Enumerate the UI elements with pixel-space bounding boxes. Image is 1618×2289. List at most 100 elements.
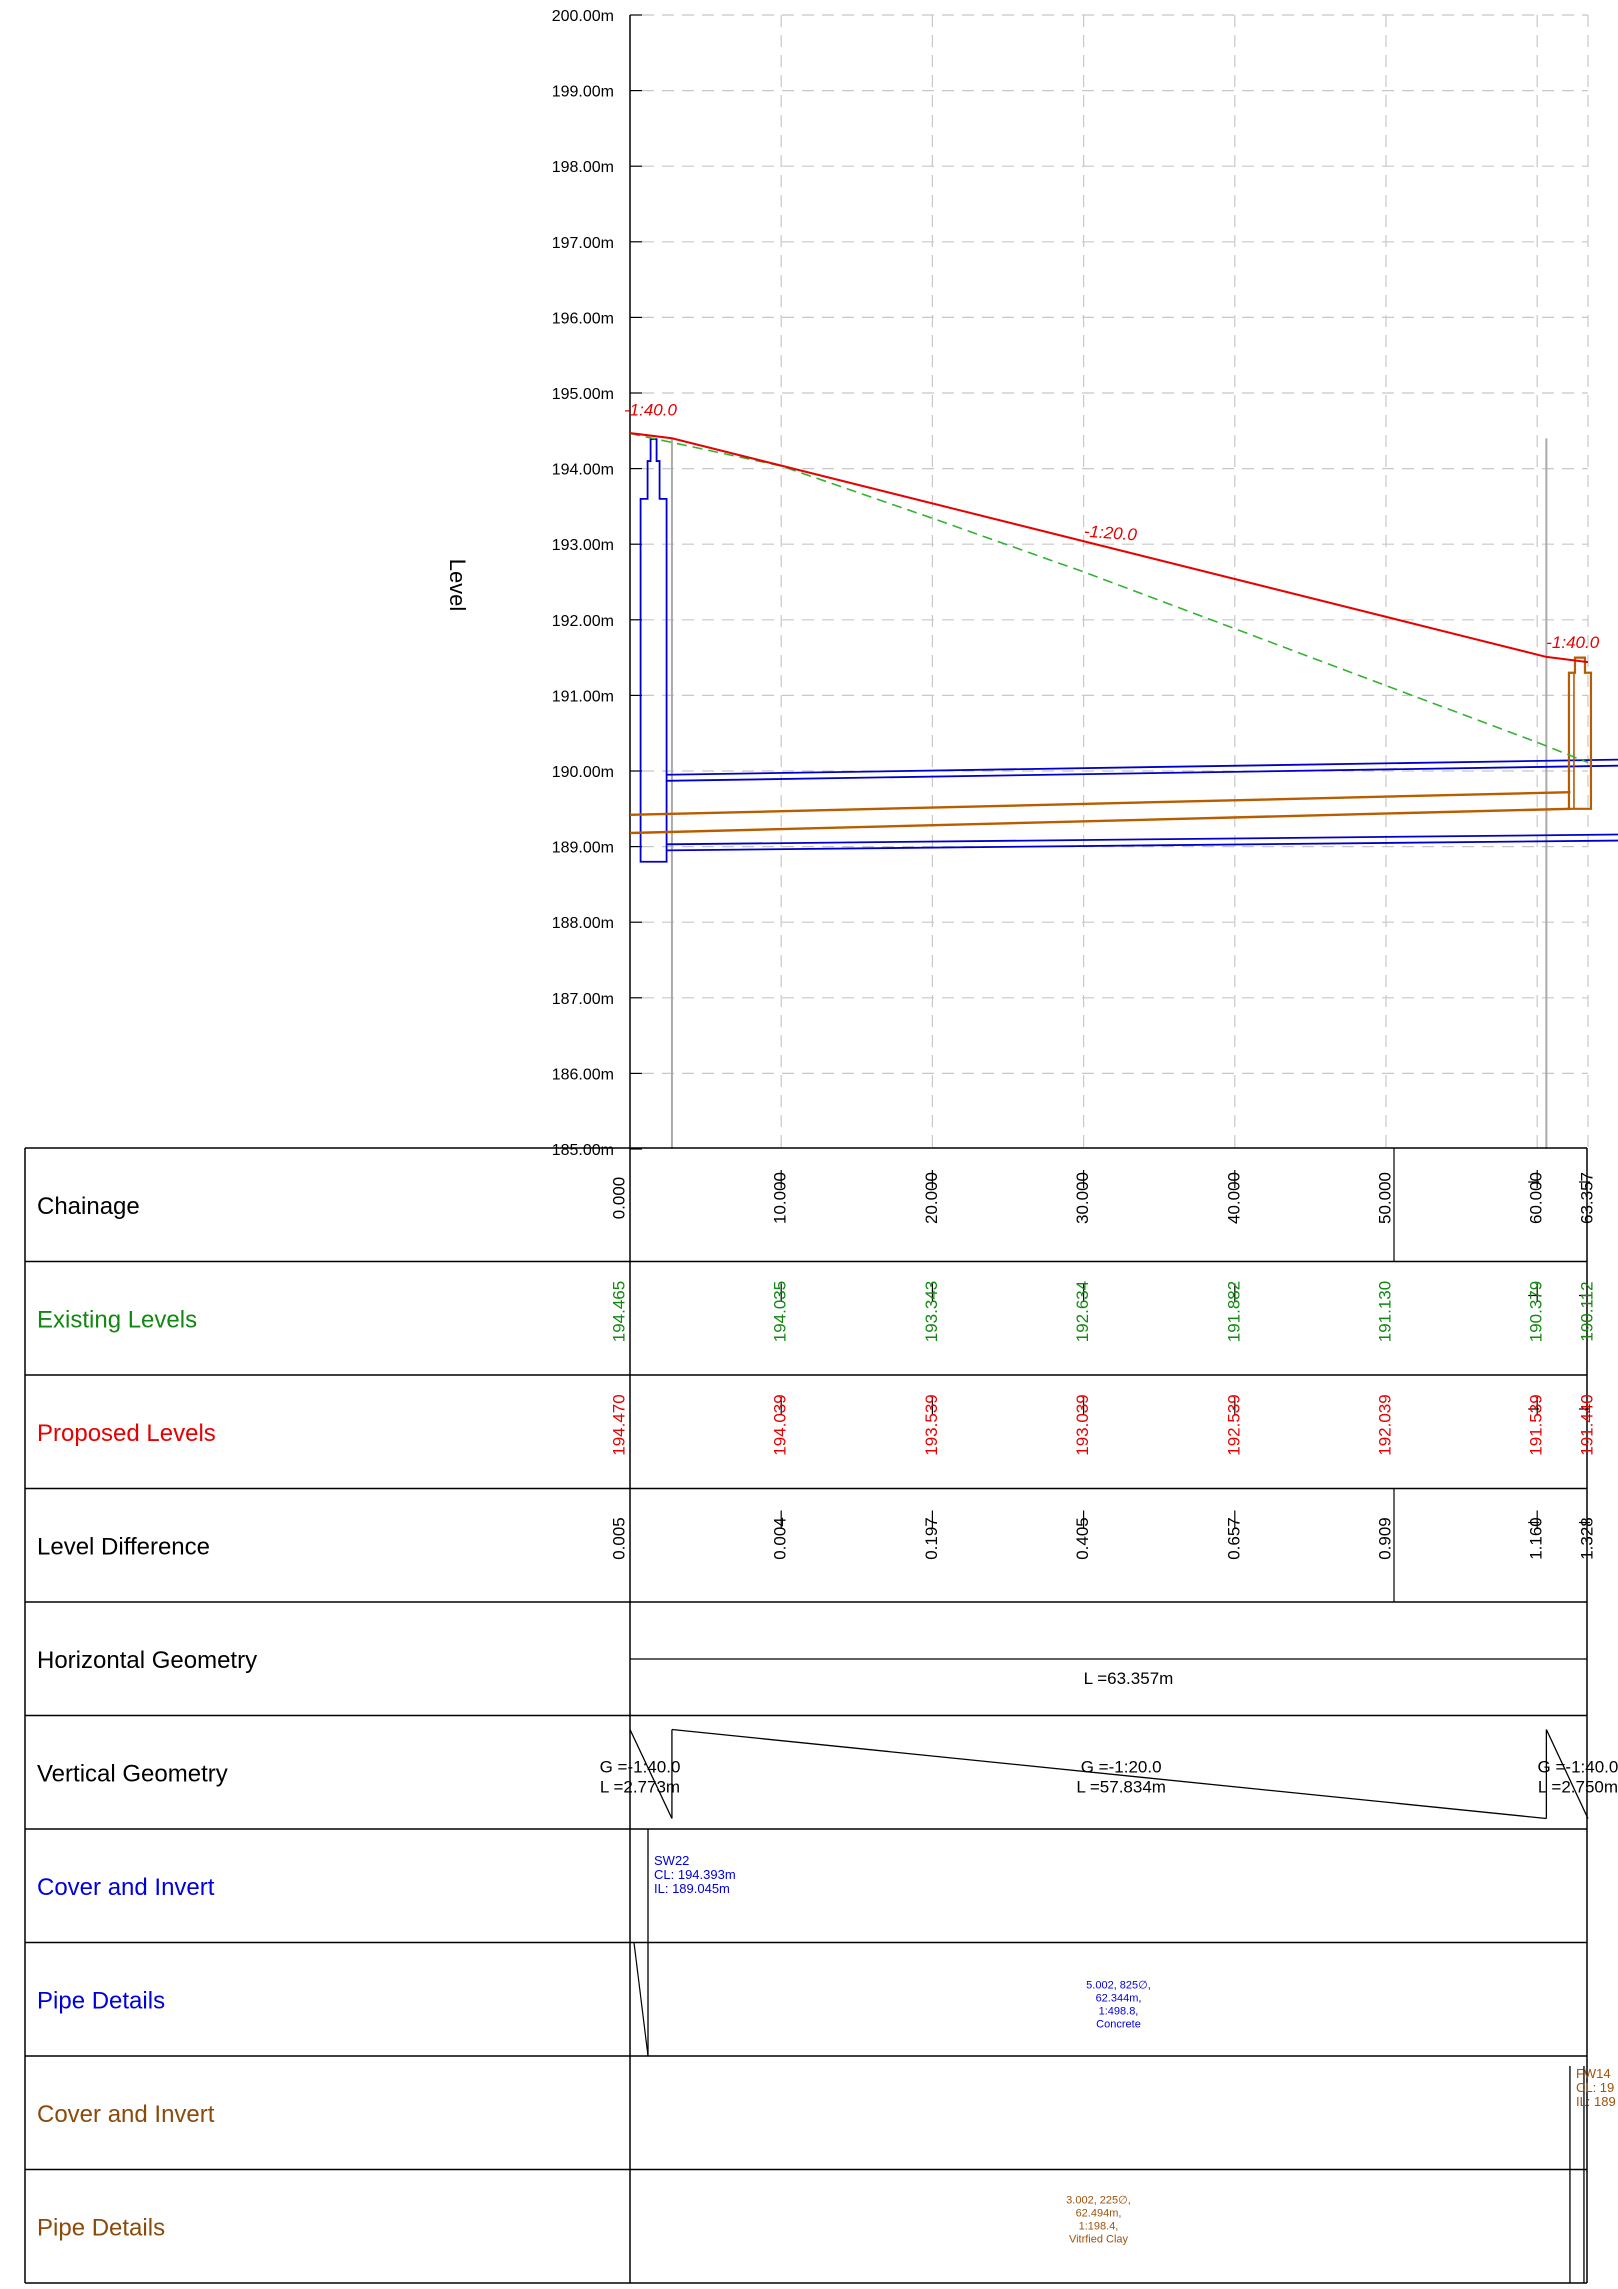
band-value: 0.657 (1224, 1517, 1243, 1560)
band-value: 1.160 (1527, 1517, 1546, 1560)
band-label: Pipe Details (37, 1987, 165, 2014)
vertical-geometry-grade: G =-1:40.0 (1538, 1758, 1618, 1777)
band-label: Chainage (37, 1193, 140, 1220)
band-value: 1.328 (1577, 1517, 1596, 1560)
profile-grid (642, 14, 1589, 1149)
level-tick-label: 185.00m (552, 1142, 614, 1159)
band-value: 0.004 (771, 1517, 790, 1560)
drainage-network (629, 438, 1618, 863)
level-tick-label: 195.00m (552, 386, 614, 403)
band-value: 0.197 (922, 1517, 941, 1560)
band-label: Horizontal Geometry (37, 1647, 257, 1674)
band-label: Pipe Details (37, 2214, 165, 2241)
level-tick-label: 194.00m (552, 462, 614, 479)
band-value: 193.039 (1073, 1394, 1092, 1455)
blue-pipe-wall (666, 764, 1618, 782)
band-value: 0.405 (1073, 1517, 1092, 1560)
level-tick-label: 187.00m (552, 991, 614, 1008)
level-tick-label: 188.00m (552, 915, 614, 932)
cover-invert-text-blue: IL: 189.045m (654, 1881, 730, 1896)
band-value: 194.470 (609, 1394, 628, 1455)
band-value: 192.039 (1375, 1394, 1394, 1455)
band-value: 30.000 (1073, 1172, 1092, 1224)
band-value: 193.539 (922, 1394, 941, 1455)
manhole-fw14-outline (1567, 656, 1593, 810)
grade-label-start: -1:40.0 (624, 401, 677, 420)
band-value: 190.379 (1527, 1281, 1546, 1342)
band-value: 20.000 (922, 1172, 941, 1224)
brown-pipe-wall (629, 790, 1571, 817)
horizontal-geometry-length: L =63.357m (1084, 1669, 1174, 1688)
band-label: Vertical Geometry (37, 1760, 228, 1787)
band-value: 50.000 (1375, 1172, 1394, 1224)
band-value: 194.465 (609, 1281, 628, 1342)
level-tick-label: 198.00m (552, 159, 614, 176)
vertical-geometry-element (671, 1728, 1547, 1820)
level-tick-label: 197.00m (552, 235, 614, 252)
band-value: 60.000 (1527, 1172, 1546, 1224)
band-value: 0.005 (609, 1517, 628, 1560)
band-value: 192.539 (1224, 1394, 1243, 1455)
level-axis-title: Level (445, 559, 470, 612)
pipe-start-marker (633, 1942, 649, 2057)
cover-invert-text-blue: CL: 194.393m (654, 1867, 736, 1882)
vertical-geometry-grade: G =-1:20.0 (1081, 1758, 1162, 1777)
proposed-design-line (629, 432, 1589, 664)
vertical-geometry-length: L =2.750m (1538, 1778, 1618, 1797)
data-bands: Chainage 0.000 10.000 20.000 30.000 40.000 50.… (24, 1147, 1618, 2284)
pipe-details-text-blue: 62.344m, (1096, 1993, 1142, 2005)
pipe-details-text-blue: 1:498.8, (1099, 2006, 1139, 2018)
band-value: 0.000 (609, 1177, 628, 1220)
band-value: 40.000 (1224, 1172, 1243, 1224)
band-value: 194.039 (771, 1394, 790, 1455)
band-value: 194.035 (771, 1281, 790, 1342)
grade-label-end: -1:40.0 (1546, 633, 1599, 652)
band-value: 191.539 (1527, 1394, 1546, 1455)
band-value: 191.130 (1375, 1281, 1394, 1342)
blue-pipe-wall (666, 839, 1618, 852)
vertical-geometry-length: L =57.834m (1076, 1778, 1166, 1797)
band-label: Proposed Levels (37, 1420, 216, 1447)
band-value: 63.357 (1577, 1172, 1596, 1224)
pipe-details-text-blue: Concrete (1096, 2019, 1141, 2031)
band-value: 190.112 (1577, 1281, 1596, 1341)
cover-invert-text-brown: FW14 (1576, 2066, 1611, 2081)
level-tick-label: 192.00m (552, 613, 614, 630)
cover-invert-text-blue: SW22 (654, 1853, 689, 1868)
existing-ground-line (629, 432, 1589, 764)
band-value: 0.909 (1375, 1517, 1394, 1560)
band-value: 191.882 (1224, 1281, 1243, 1342)
vertical-geometry-grade: G =-1:40.0 (600, 1758, 681, 1777)
band-label: Existing Levels (37, 1306, 197, 1333)
band-value: 10.000 (771, 1172, 790, 1224)
band-value: 192.634 (1073, 1281, 1092, 1342)
pipe-details-text-brown: 3.002, 225∅, (1066, 2195, 1131, 2207)
band-label: Cover and Invert (37, 1874, 215, 1901)
vertical-geometry-element (1545, 1729, 1589, 1819)
blue-pipe-wall (666, 833, 1618, 846)
brown-pipe-wall (629, 807, 1571, 835)
band-value: 191.440 (1577, 1394, 1596, 1455)
band-value: 193.343 (922, 1281, 941, 1342)
pipe-details-text-brown: 1:198.4, (1079, 2221, 1119, 2233)
band-label: Level Difference (37, 1533, 210, 1560)
level-tick-label: 191.00m (552, 688, 614, 705)
level-tick-label: 190.00m (552, 764, 614, 781)
level-tick-label: 186.00m (552, 1066, 614, 1083)
level-tick-label: 196.00m (552, 310, 614, 327)
grade-label-middle: -1:20.0 (1083, 522, 1138, 545)
pipe-details-text-brown: Vitrfied Clay (1069, 2234, 1129, 2246)
level-axis: Level 200.00m 199.00m 198.00m 197.00m 196.00… (445, 8, 642, 1159)
surface-profiles: -1:40.0 -1:20.0 -1:40.0 (624, 401, 1600, 764)
vertical-geometry-element (629, 1729, 673, 1819)
blue-pipe-wall (666, 758, 1618, 776)
cover-invert-text-brown: IL: 189 (1576, 2094, 1616, 2109)
pipe-details-text-brown: 62.494m, (1076, 2208, 1122, 2220)
level-tick-label: 189.00m (552, 840, 614, 857)
manhole-sw22-outline (639, 438, 668, 863)
pipe-details-text-blue: 5.002, 825∅, (1086, 1980, 1151, 1992)
level-tick-label: 200.00m (552, 8, 614, 25)
vertical-geometry-length: L =2.773m (600, 1778, 680, 1797)
band-label: Cover and Invert (37, 2101, 215, 2128)
